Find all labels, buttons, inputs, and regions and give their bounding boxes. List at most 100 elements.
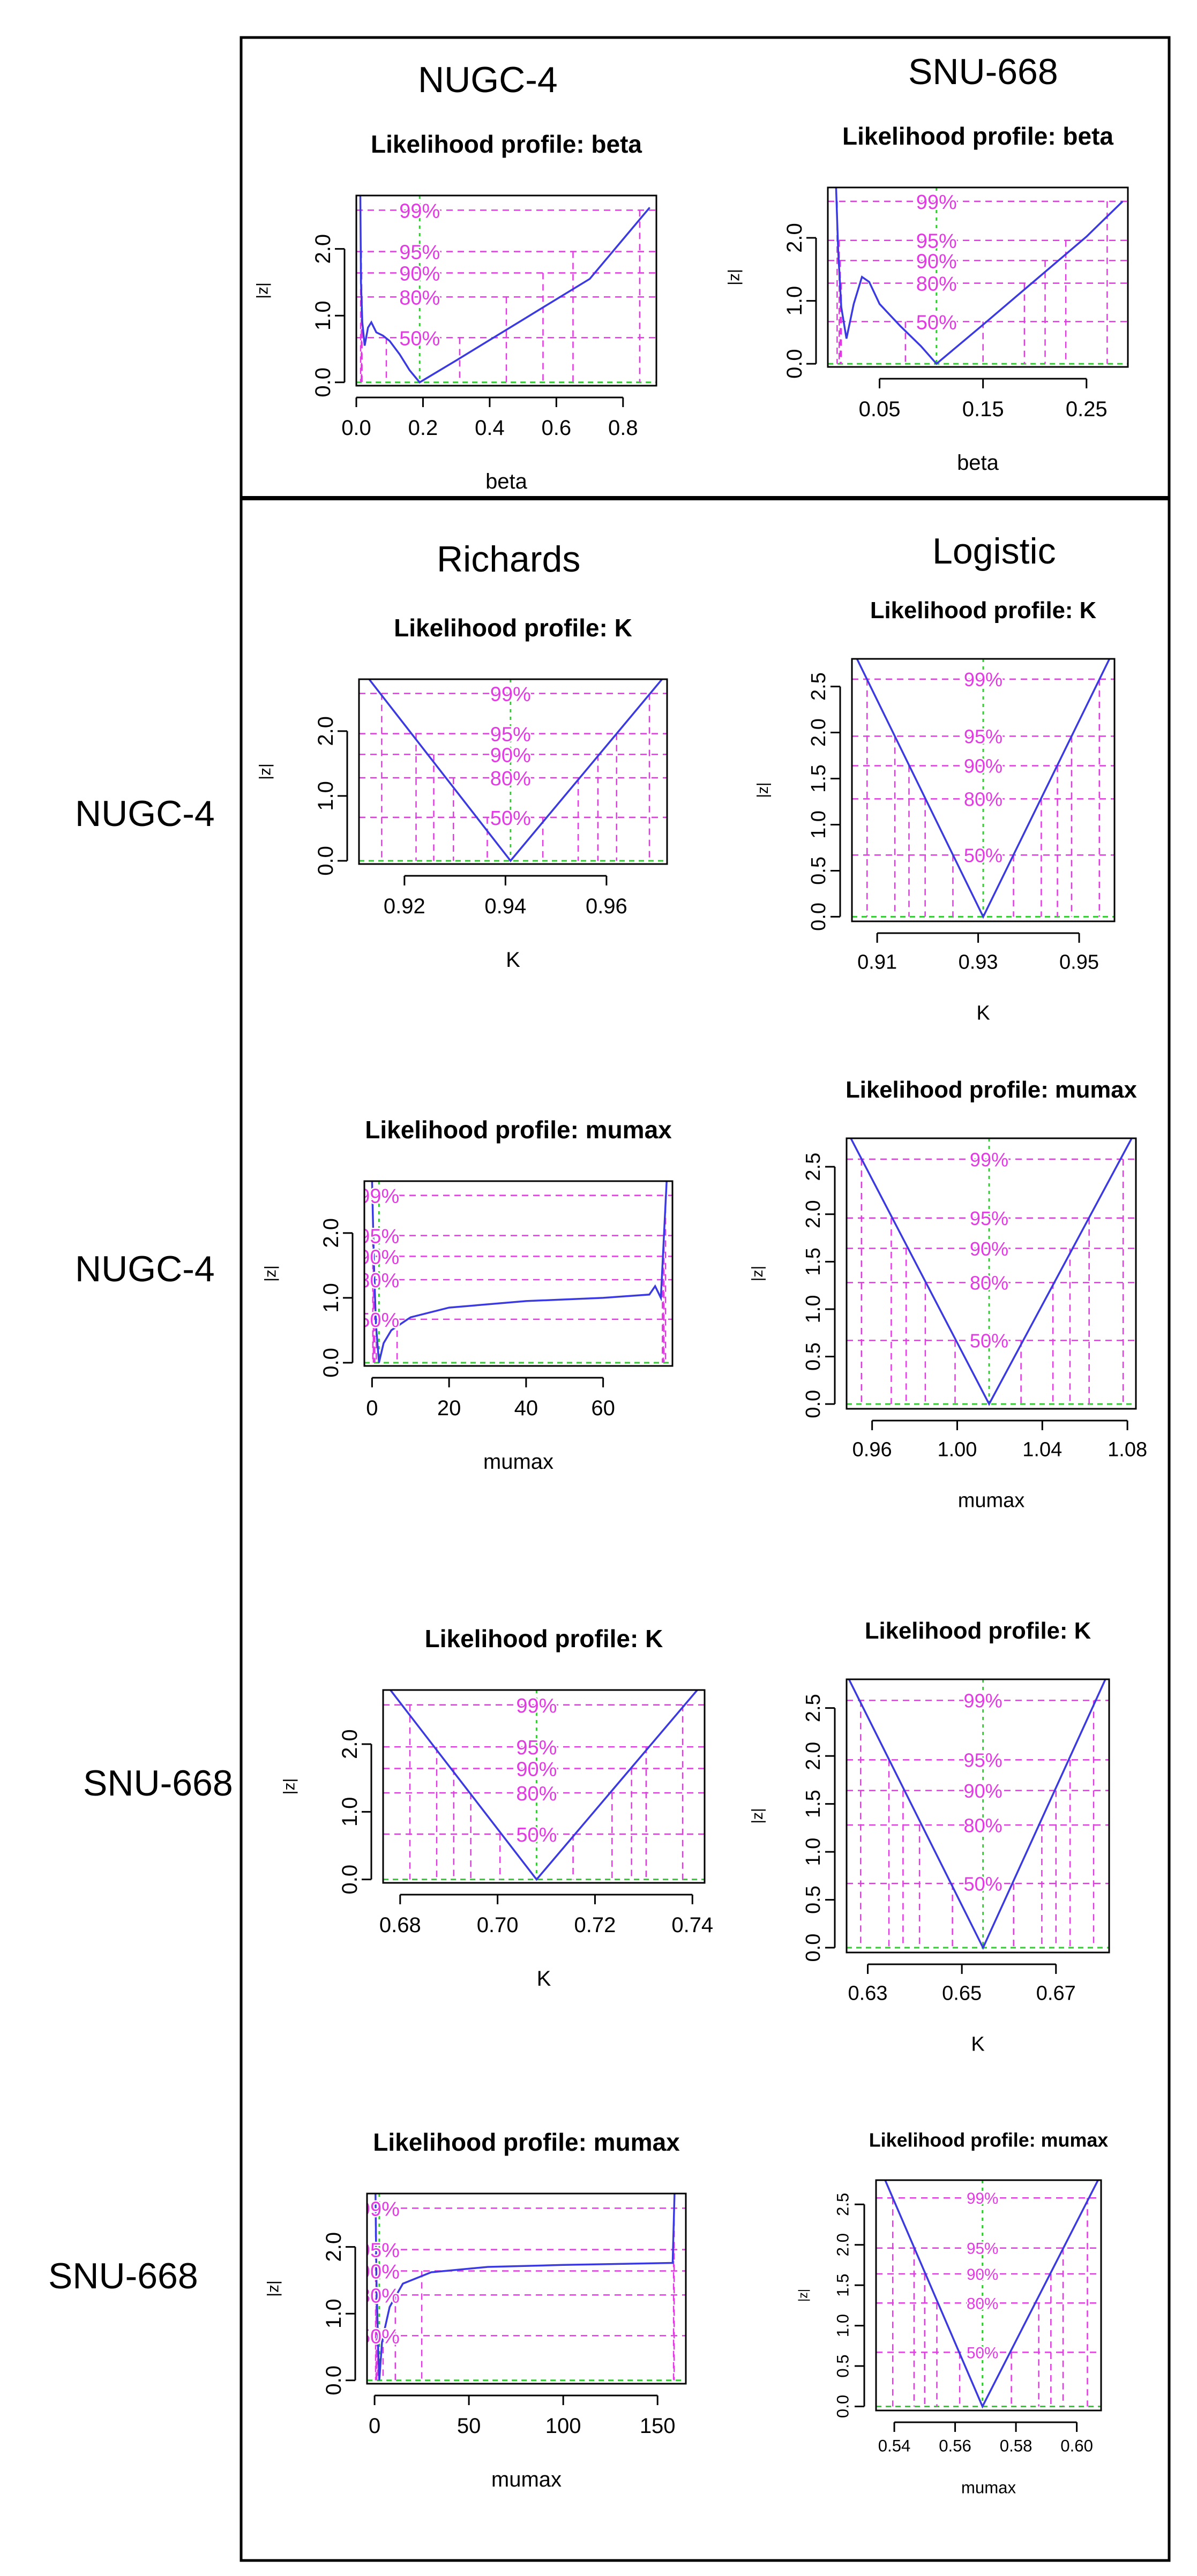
profile-curve xyxy=(359,196,650,384)
ci-label-99pct: 99% xyxy=(358,1185,399,1208)
x-axis-label: K xyxy=(537,1967,551,1991)
ci-label-99pct: 99% xyxy=(399,200,440,222)
profile-curve xyxy=(848,1679,1106,1950)
plot-frame xyxy=(366,2192,687,2385)
y-axis-label: |z| xyxy=(749,1266,766,1281)
y-tick-label: 2.0 xyxy=(802,1742,825,1770)
ci-label-90pct: 90% xyxy=(358,1246,399,1268)
chart-title: Likelihood profile: mumax xyxy=(373,2128,680,2156)
x-tick-label: 0.60 xyxy=(1060,2437,1093,2455)
ci-label-99pct: 99% xyxy=(970,1148,1008,1170)
x-tick-label: 0.2 xyxy=(408,416,438,440)
ci-label-95pct: 95% xyxy=(399,242,440,264)
y-tick-label: 0.0 xyxy=(802,1934,825,1962)
y-tick-label: 1.5 xyxy=(834,2273,852,2296)
plot-frame xyxy=(875,2179,1102,2412)
x-tick-label: 0.96 xyxy=(852,1439,892,1461)
plot-area: 99% 95%90%80% 50% xyxy=(359,679,667,862)
profile-curve xyxy=(375,2194,676,2380)
ci-label-80pct: 80% xyxy=(358,1270,399,1292)
ci-label-95pct: 95% xyxy=(970,1207,1008,1229)
chart-title: Likelihood profile: K xyxy=(865,1618,1091,1644)
chart-richards-mumax-nugc4: Likelihood profile: mumax 99% 95%90%80% 50%… xyxy=(262,1116,674,1474)
profile-curve xyxy=(390,1690,698,1881)
ci-label-90pct: 90% xyxy=(399,262,440,285)
row-label-3: SNU-668 xyxy=(83,1763,233,1804)
x-tick-label: 0.72 xyxy=(574,1913,616,1937)
x-tick-label: 0.67 xyxy=(1036,1982,1076,2005)
y-tick-label: 0.5 xyxy=(834,2354,852,2377)
x-axis-label: mumax xyxy=(961,2479,1016,2497)
chart-title: Likelihood profile: mumax xyxy=(365,1116,672,1144)
y-tick-label: 1.0 xyxy=(311,301,335,331)
y-axis-label: |z| xyxy=(257,763,274,780)
x-tick-label: 50 xyxy=(457,2414,481,2438)
y-axis-label: |z| xyxy=(796,2289,810,2302)
x-tick-label: 0.58 xyxy=(1000,2437,1033,2455)
ci-label-90pct: 90% xyxy=(964,755,1003,777)
col-label-nugc4: NUGC-4 xyxy=(418,59,558,100)
y-axis-label: |z| xyxy=(262,1265,280,1282)
x-tick-label: 0.63 xyxy=(848,1982,888,2005)
ci-label-90pct: 90% xyxy=(970,1238,1008,1260)
y-tick-label: 0.0 xyxy=(319,1348,343,1378)
chart-title: Likelihood profile: mumax xyxy=(846,1077,1137,1103)
ci-label-80pct: 80% xyxy=(916,273,957,296)
chart-richards-mumax-snu668: Likelihood profile: mumax 99% 95%90%80% 50%… xyxy=(265,2128,687,2491)
ci-label-90pct: 90% xyxy=(964,1780,1003,1802)
profile-curve xyxy=(371,1181,668,1363)
plot-area: 99% 95%90%80% 50% xyxy=(358,1181,672,1364)
y-tick-label: 2.0 xyxy=(314,716,338,746)
chart-richards-K-snu668: Likelihood profile: K 99% 95%90%80% 50% 0.68… xyxy=(281,1625,714,1991)
plot-frame xyxy=(355,194,657,387)
x-tick-label: 40 xyxy=(514,1396,538,1420)
ci-label-99pct: 99% xyxy=(490,684,531,706)
ci-label-90pct: 90% xyxy=(490,744,531,767)
x-tick-label: 0.93 xyxy=(959,951,998,974)
y-tick-label: 2.0 xyxy=(322,2232,346,2262)
ci-label-80pct: 80% xyxy=(964,1814,1003,1836)
ci-label-50pct: 50% xyxy=(358,1309,399,1332)
y-tick-label: 2.0 xyxy=(807,718,830,747)
y-tick-label: 1.0 xyxy=(322,2299,346,2329)
x-tick-label: 0.95 xyxy=(1059,951,1099,974)
x-tick-label: 150 xyxy=(640,2414,676,2438)
ci-label-50pct: 50% xyxy=(490,807,531,830)
y-tick-label: 1.5 xyxy=(802,1790,825,1818)
y-tick-label: 0.5 xyxy=(807,857,830,885)
y-tick-label: 0.0 xyxy=(338,1865,362,1895)
x-axis-label: K xyxy=(971,2033,984,2056)
ci-label-95pct: 95% xyxy=(964,726,1003,748)
x-tick-label: 0.56 xyxy=(939,2437,971,2455)
ci-label-99pct: 99% xyxy=(916,191,957,214)
chart-logistic-K-nugc4: Likelihood profile: K 99% 95% 90% 80% 50% 0.91… xyxy=(754,597,1116,1025)
plot-area: 99%95%90%80%50% xyxy=(847,1138,1136,1406)
y-tick-label: 0.5 xyxy=(802,1342,825,1371)
y-axis-label: |z| xyxy=(265,2280,282,2297)
ci-label-90pct: 90% xyxy=(359,2260,400,2283)
ci-label-50pct: 50% xyxy=(516,1824,557,1846)
y-tick-label: 0.5 xyxy=(802,1886,825,1914)
y-tick-label: 2.5 xyxy=(802,1153,825,1181)
ci-label-80pct: 80% xyxy=(967,2295,998,2312)
x-tick-label: 0.65 xyxy=(942,1982,982,2005)
chart-beta-nugc4: Likelihood profile: beta 99% 95%90%80% 50% 0… xyxy=(254,130,657,493)
x-tick-label: 100 xyxy=(545,2414,581,2438)
y-tick-label: 1.5 xyxy=(802,1248,825,1276)
plot-frame xyxy=(827,186,1129,368)
ci-label-50pct: 50% xyxy=(916,311,957,334)
y-axis-label: |z| xyxy=(254,282,272,299)
y-tick-label: 0.0 xyxy=(802,1390,825,1418)
ci-label-95pct: 95% xyxy=(490,724,531,746)
ci-label-95pct: 95% xyxy=(358,1226,399,1248)
plot-frame xyxy=(363,1180,674,1367)
row-label-4: SNU-668 xyxy=(48,2256,198,2296)
col-label-snu668: SNU-668 xyxy=(908,51,1058,92)
y-axis-label: |z| xyxy=(749,1808,766,1823)
y-tick-label: 2.0 xyxy=(338,1729,362,1759)
ci-label-80pct: 80% xyxy=(490,768,531,790)
x-tick-label: 0.8 xyxy=(608,416,638,440)
x-axis-label: mumax xyxy=(958,1490,1025,1512)
